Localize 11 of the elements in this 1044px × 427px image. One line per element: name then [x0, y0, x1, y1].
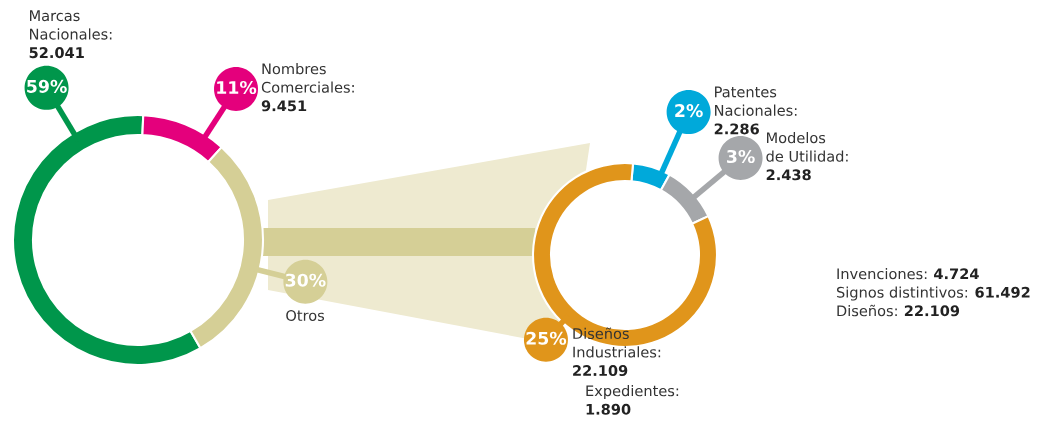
data-label: 11% — [217, 80, 257, 95]
data-label: 2% — [675, 104, 703, 118]
text: Invenciones: 4.724 Signos distintivos: 61.492 Diseños: 22.109 — [836, 268, 1030, 317]
data-label: 25% — [526, 331, 567, 345]
slice-label: Nombres Comerciales: 9.451 — [261, 63, 354, 112]
data-label: 3% — [727, 149, 755, 164]
text: Expedientes: 1.890 — [586, 385, 679, 415]
data-label: 59% — [27, 79, 67, 93]
slice-label: Marcas Nacionales: 52.041 — [29, 10, 112, 59]
slice-label: Otros — [286, 309, 325, 322]
data-label: 30% — [285, 273, 326, 287]
